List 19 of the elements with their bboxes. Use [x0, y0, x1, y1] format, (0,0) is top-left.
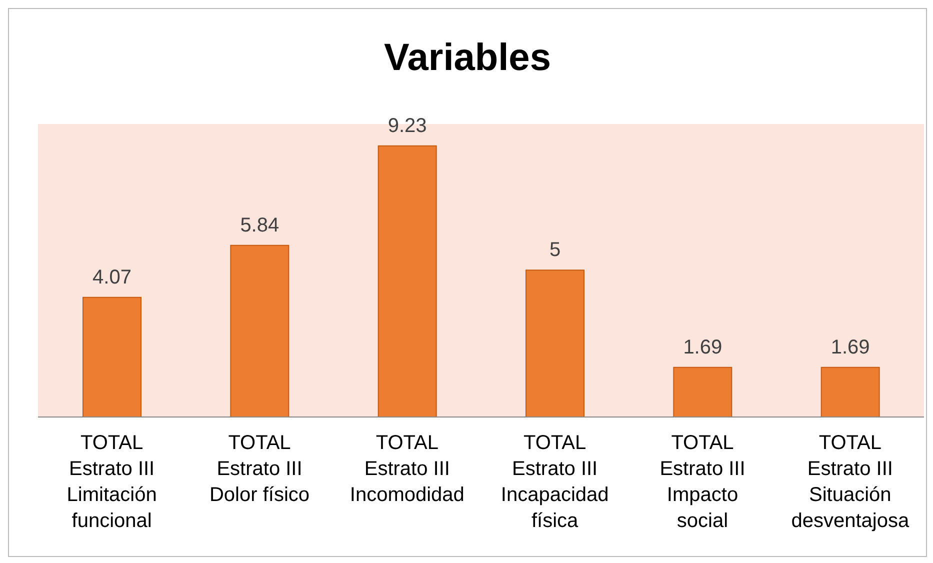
bar: [673, 366, 732, 417]
x-tick-label: TOTAL Estrato III Dolor físico: [209, 432, 310, 506]
x-tick-label: TOTAL Estrato III Situación desventajosa: [791, 432, 910, 532]
x-tick-label: TOTAL Estrato III Limitación funcional: [66, 432, 157, 532]
x-tick-label: TOTAL Estrato III Impacto social: [660, 432, 746, 532]
data-label: 4.07: [92, 266, 132, 288]
chart-title: Variables: [383, 37, 552, 80]
bar: [230, 244, 290, 417]
bar: [378, 145, 437, 417]
data-label: 1.69: [683, 336, 722, 358]
x-tick-label: TOTAL Estrato III Incapacidad física: [500, 432, 609, 532]
bar: [82, 296, 142, 417]
data-label: 5: [549, 239, 561, 262]
data-label: 5.84: [240, 214, 280, 236]
data-label: 1.69: [830, 336, 870, 358]
bar: [820, 366, 880, 417]
bar: [526, 270, 584, 417]
x-tick-label: TOTAL Estrato III Incomodidad: [350, 432, 464, 506]
data-label: 9.23: [388, 114, 427, 137]
